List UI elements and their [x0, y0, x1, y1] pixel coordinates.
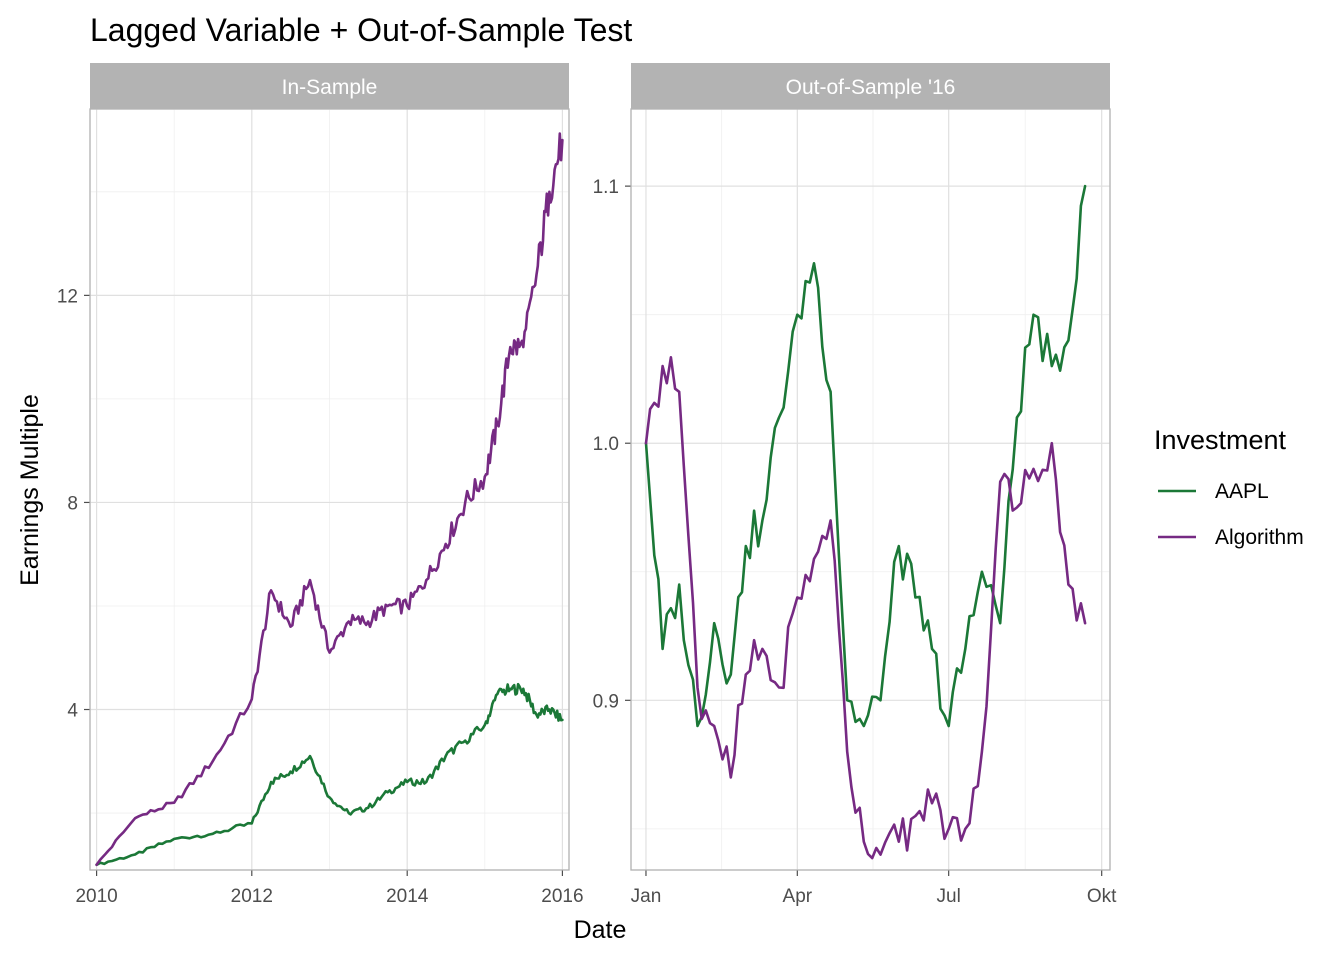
y-tick-label: 8: [67, 493, 78, 514]
panel-in-sample: In-Sample 2010 2012 2014 2016 4 8 12: [57, 63, 584, 907]
series-line-algorithm: [644, 356, 1087, 860]
x-tick-label: Okt: [1087, 886, 1117, 907]
plot-area: [630, 108, 1111, 871]
panel-strip: [631, 63, 1110, 109]
y-tick-label: 1.0: [593, 434, 619, 455]
legend-label-aapl: AAPL: [1215, 480, 1269, 503]
y-tick-label: 1.1: [593, 177, 619, 198]
panel-label: Out-of-Sample '16: [786, 76, 956, 99]
panel-strip: [90, 63, 569, 109]
x-tick-label: 2012: [231, 886, 273, 907]
y-tick-label: 4: [67, 701, 78, 722]
x-tick-label: Apr: [783, 886, 813, 907]
y-tick-label: 0.9: [593, 691, 619, 712]
panel-out-of-sample: Out-of-Sample '16 Jan Apr Jul Okt 0.9 1.0 1.1: [593, 63, 1117, 907]
y-tick-label: 12: [57, 286, 78, 307]
chart-title: Lagged Variable + Out-of-Sample Test: [90, 12, 632, 48]
y-axis-title: Earnings Multiple: [16, 394, 44, 586]
plot-border: [89, 108, 570, 871]
series-line-aapl: [644, 184, 1087, 728]
legend-title: Investment: [1154, 425, 1287, 455]
x-tick-label: Jan: [631, 886, 662, 907]
x-tick-label: Jul: [937, 886, 961, 907]
x-tick-label: 2010: [75, 886, 117, 907]
plot-border: [630, 108, 1111, 871]
series-line-algorithm: [95, 132, 564, 867]
panel-label: In-Sample: [282, 76, 378, 99]
legend-label-algorithm: Algorithm: [1215, 526, 1304, 549]
x-axis-title: Date: [574, 916, 627, 944]
x-tick-label: 2014: [386, 886, 429, 907]
series-line-aapl: [95, 682, 564, 867]
x-tick-label: 2016: [541, 886, 583, 907]
legend: Investment AAPL Algorithm: [1154, 425, 1304, 549]
